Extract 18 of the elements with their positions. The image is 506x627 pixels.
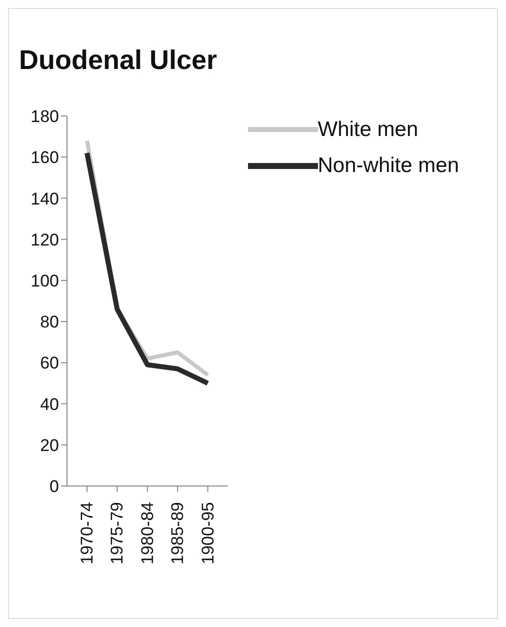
chart-title: Duodenal Ulcer xyxy=(18,44,218,76)
y-tick-label: 140 xyxy=(30,189,59,208)
y-tick-label: 160 xyxy=(30,148,59,168)
y-tick-label: 60 xyxy=(40,354,59,373)
legend-label: Non-white men xyxy=(318,154,459,178)
x-tick-label: 1975-79 xyxy=(108,502,127,564)
x-tick-label: 1985-89 xyxy=(168,502,188,564)
x-tick-label: 1900-95 xyxy=(198,502,218,564)
y-tick-label: 100 xyxy=(30,271,59,290)
y-tick-label: 80 xyxy=(40,312,59,332)
legend-label: White men xyxy=(318,118,418,142)
x-tick-label: 1980-84 xyxy=(138,502,157,564)
y-tick-label: 20 xyxy=(40,436,59,455)
y-tick-label: 0 xyxy=(50,477,59,496)
y-tick-label: 120 xyxy=(30,230,59,250)
x-tick-label: 1970-74 xyxy=(78,502,96,564)
y-tick-label: 180 xyxy=(30,107,59,126)
y-tick-label: 40 xyxy=(40,394,59,414)
